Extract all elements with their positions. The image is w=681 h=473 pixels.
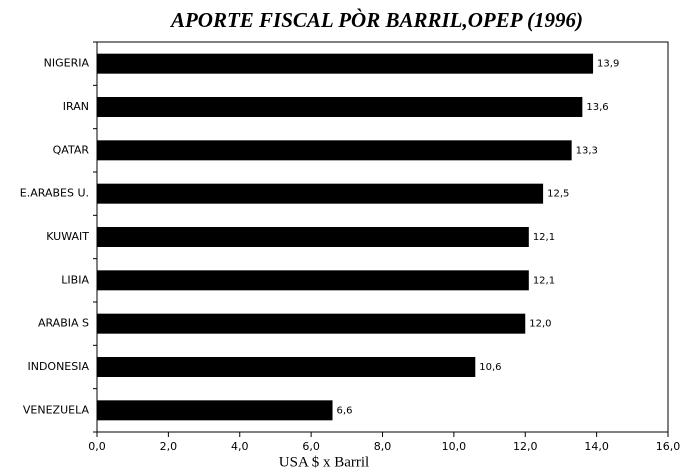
bar <box>97 270 529 291</box>
value-label: 12,1 <box>533 275 555 286</box>
chart-title: APORTE FISCAL PÒR BARRIL,OPEP (1996) <box>169 8 583 32</box>
y-tick-label: QATAR <box>53 143 90 156</box>
x-tick-label: 10,0 <box>442 440 467 453</box>
x-tick-label: 0,0 <box>88 440 106 453</box>
x-tick-label: 8,0 <box>374 440 392 453</box>
y-tick-label: VENEZUELA <box>23 403 90 416</box>
bar <box>97 53 594 74</box>
x-axis-title: USA $ x Barril <box>279 454 369 470</box>
bar <box>97 97 583 117</box>
x-tick-label: 16,0 <box>656 440 681 453</box>
value-label: 13,9 <box>597 59 619 70</box>
x-tick-label: 2,0 <box>160 440 178 453</box>
bar <box>97 140 572 161</box>
bar <box>97 400 333 421</box>
y-tick-label: E.ARABES U. <box>20 187 89 200</box>
x-tick-label: 14,0 <box>584 440 609 453</box>
value-label: 6,6 <box>337 405 353 416</box>
y-tick-label: NIGERIA <box>44 57 90 70</box>
value-label: 12,0 <box>529 319 551 330</box>
bar <box>97 183 544 204</box>
x-tick-label: 6,0 <box>302 440 320 453</box>
value-label: 12,5 <box>547 189 569 200</box>
value-label: 13,3 <box>576 145 598 156</box>
y-tick-label: INDONESIA <box>27 360 89 373</box>
value-label: 10,6 <box>479 362 501 373</box>
y-tick-label: KUWAIT <box>46 230 89 243</box>
y-tick-label: IRAN <box>63 100 89 113</box>
x-tick-label: 12,0 <box>513 440 538 453</box>
bar <box>97 313 526 334</box>
x-tick-label: 4,0 <box>231 440 249 453</box>
y-tick-label: ARABIA S <box>38 317 89 330</box>
y-tick-label: LIBIA <box>61 273 89 286</box>
value-label: 12,1 <box>533 232 555 243</box>
bar <box>97 357 476 377</box>
bar <box>97 227 529 247</box>
value-label: 13,6 <box>586 102 608 113</box>
